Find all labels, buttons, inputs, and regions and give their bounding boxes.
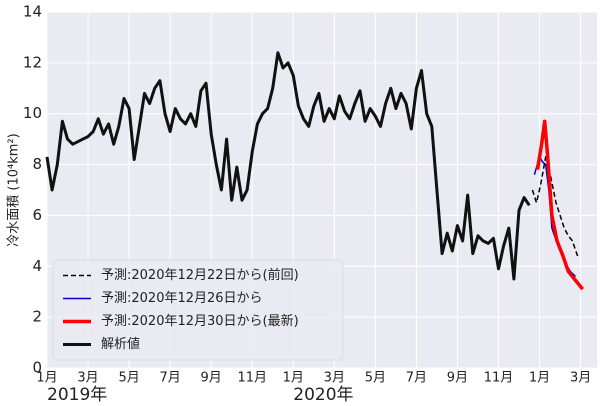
x-tick-label: 9月 xyxy=(201,371,222,386)
series-line xyxy=(535,119,584,291)
x-tick-label: 9月 xyxy=(447,371,468,386)
year-label: 2019年 xyxy=(47,385,107,405)
legend-box xyxy=(52,259,344,361)
series-line xyxy=(531,156,580,259)
x-tick-label: 1月 xyxy=(283,371,304,386)
legend-label: 解析値 xyxy=(101,336,140,352)
x-tick-label: 5月 xyxy=(118,371,139,386)
x-tick-label: 11月 xyxy=(237,371,267,386)
y-tick-label: 14 xyxy=(23,3,42,21)
y-tick-label: 12 xyxy=(23,53,42,71)
legend-label: 予測:2020年12月30日から(最新) xyxy=(101,313,299,329)
y-tick-label: 2 xyxy=(32,308,42,326)
x-tick-label: 7月 xyxy=(406,371,427,386)
x-tick-label: 3月 xyxy=(570,371,591,386)
legend-label: 予測:2020年12月22日から(前回) xyxy=(101,267,299,283)
y-axis-label: 冷水面積 (10⁴km²) xyxy=(7,133,22,246)
x-tick-label: 1月 xyxy=(529,371,550,386)
x-tick-label: 1月 xyxy=(36,371,57,386)
x-tick-label: 3月 xyxy=(77,371,98,386)
y-tick-label: 10 xyxy=(23,104,42,122)
y-tick-label: 0 xyxy=(32,359,42,377)
series-line xyxy=(45,51,531,281)
y-tick-label: 4 xyxy=(32,257,42,275)
x-tick-label: 3月 xyxy=(324,371,345,386)
y-tick-label: 8 xyxy=(32,155,42,173)
year-label: 2020年 xyxy=(293,385,353,405)
x-tick-label: 11月 xyxy=(484,371,514,386)
x-tick-label: 5月 xyxy=(365,371,386,386)
legend: 予測:2020年12月22日から(前回) 予測:2020年12月26日から予測:2… xyxy=(52,259,344,361)
legend-label: 予測:2020年12月26日から xyxy=(101,291,263,306)
x-tick-label: 7月 xyxy=(159,371,180,386)
y-tick-label: 6 xyxy=(32,206,42,224)
